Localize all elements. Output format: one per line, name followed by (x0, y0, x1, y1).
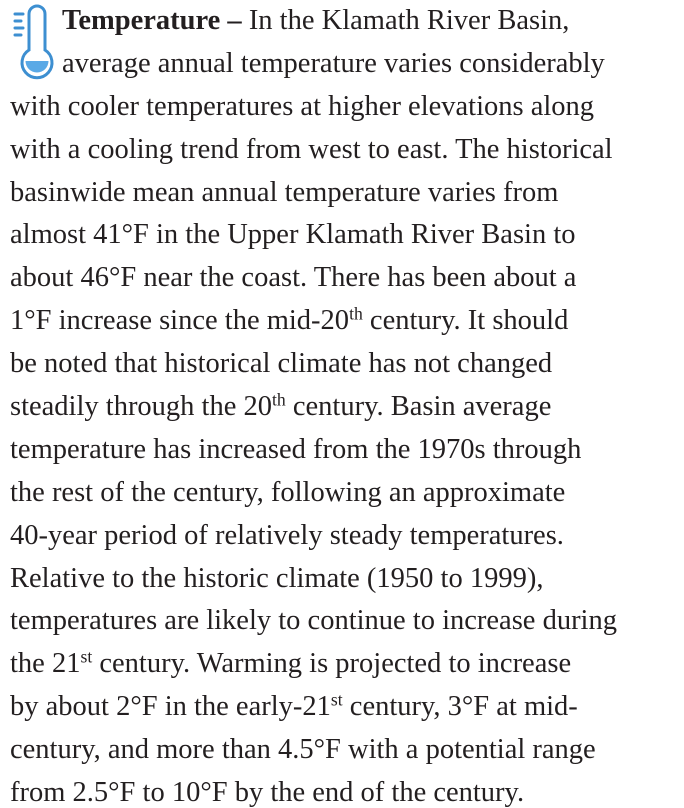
text-line: 1°F increase since the mid-20th century.… (10, 300, 678, 343)
text-line: the rest of the century, following an ap… (10, 472, 678, 515)
text-line: with cooler temperatures at higher eleva… (10, 86, 678, 129)
text-run: about 46°F near the coast. There has bee… (10, 262, 577, 294)
text-run: In the Klamath River Basin, (241, 5, 570, 36)
text-run: 40-year period of relatively steady temp… (10, 519, 564, 551)
text-run: the rest of the century, following an ap… (10, 476, 566, 508)
text-run: 1°F increase since the mid-20 (10, 305, 350, 337)
text-line: by about 2°F in the early-21st century, … (10, 686, 678, 729)
superscript: th (272, 389, 286, 410)
text-run: Relative to the historic climate (1950 t… (10, 562, 544, 594)
text-line: Temperature – In the Klamath River Basin… (10, 0, 678, 43)
text-line: from 2.5°F to 10°F by the end of the cen… (10, 772, 678, 808)
text-run: century, 3°F at mid- (342, 691, 578, 723)
superscript: th (349, 303, 363, 324)
text-run: basinwide mean annual temperature varies… (10, 176, 559, 208)
text-run: average annual temperature varies consid… (62, 47, 605, 79)
text-line: be noted that historical climate has not… (10, 343, 678, 386)
text-line: basinwide mean annual temperature varies… (10, 172, 678, 215)
text-run: century. Basin average (285, 391, 552, 423)
text-run: be noted that historical climate has not… (10, 348, 553, 380)
text-line: the 21st century. Warming is projected t… (10, 643, 678, 686)
heading: Temperature – (62, 5, 242, 36)
text-run: with a cooling trend from west to east. … (10, 133, 613, 165)
text-line: century, and more than 4.5°F with a pote… (10, 729, 678, 772)
text-line: Relative to the historic climate (1950 t… (10, 558, 678, 601)
text-line: temperature has increased from the 1970s… (10, 429, 678, 472)
superscript: st (80, 646, 93, 667)
text-line: about 46°F near the coast. There has bee… (10, 257, 678, 300)
text-run: century. It should (362, 305, 569, 337)
text-run: from 2.5°F to 10°F by the end of the cen… (10, 777, 525, 808)
superscript: st (330, 689, 343, 710)
text-run: temperature has increased from the 1970s… (10, 433, 582, 465)
text-run: with cooler temperatures at higher eleva… (10, 90, 595, 122)
text-run: by about 2°F in the early-21 (10, 691, 331, 723)
thermometer-icon (13, 4, 54, 80)
text-run: temperatures are likely to continue to i… (10, 605, 617, 637)
text-line: almost 41°F in the Upper Klamath River B… (10, 214, 678, 257)
text-line: with a cooling trend from west to east. … (10, 129, 678, 172)
paragraph: Temperature – In the Klamath River Basin… (10, 0, 678, 808)
text-run: the 21 (10, 648, 81, 680)
text-line: temperatures are likely to continue to i… (10, 600, 678, 643)
text-line: 40-year period of relatively steady temp… (10, 515, 678, 558)
text-run: century. Warming is projected to increas… (92, 648, 572, 680)
text-run: century, and more than 4.5°F with a pote… (10, 734, 596, 766)
text-line: steadily through the 20th century. Basin… (10, 386, 678, 429)
text-run: steadily through the 20 (10, 391, 272, 423)
text-line: average annual temperature varies consid… (10, 43, 678, 86)
text-run: almost 41°F in the Upper Klamath River B… (10, 219, 576, 251)
